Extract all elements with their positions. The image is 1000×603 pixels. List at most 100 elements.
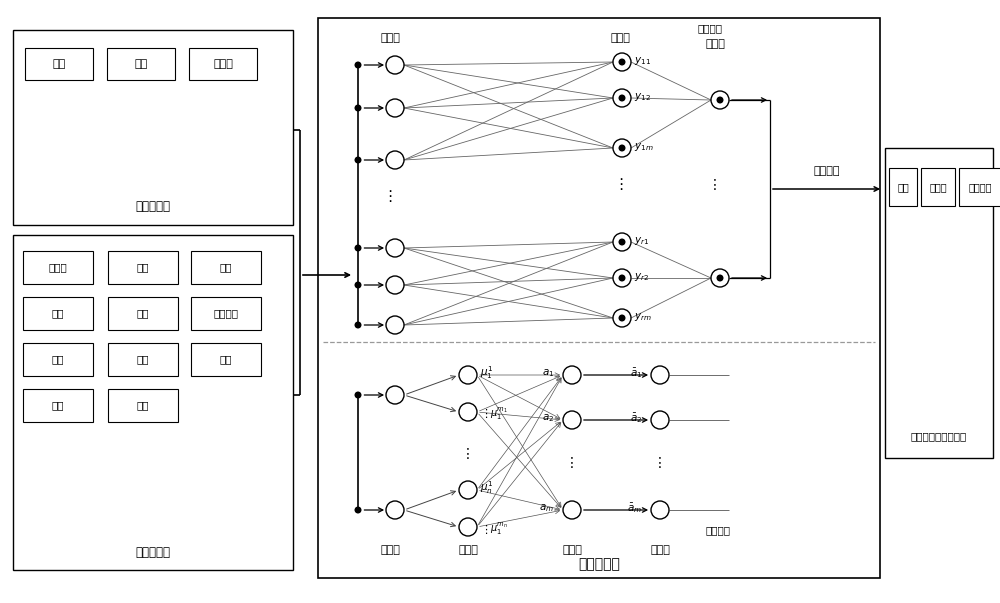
Circle shape xyxy=(386,151,404,169)
Circle shape xyxy=(563,366,581,384)
Circle shape xyxy=(613,269,631,287)
Circle shape xyxy=(618,58,626,66)
Text: $y_{r1}$: $y_{r1}$ xyxy=(634,235,649,247)
Text: 积雪: 积雪 xyxy=(220,355,232,364)
Text: $\mu_1^{m_n}$: $\mu_1^{m_n}$ xyxy=(490,521,508,537)
Text: $y_{rm}$: $y_{rm}$ xyxy=(634,311,652,323)
Text: $\mu_n^1$: $\mu_n^1$ xyxy=(480,479,493,496)
Circle shape xyxy=(459,518,477,536)
Circle shape xyxy=(613,89,631,107)
Circle shape xyxy=(386,276,404,294)
Text: $\bar{a}_1$: $\bar{a}_1$ xyxy=(630,366,642,380)
Bar xyxy=(189,48,257,80)
Circle shape xyxy=(613,139,631,157)
Bar xyxy=(107,48,175,80)
Circle shape xyxy=(651,366,669,384)
Text: 第三层: 第三层 xyxy=(562,545,582,555)
Bar xyxy=(318,18,880,578)
Text: 第一层: 第一层 xyxy=(380,33,400,43)
Circle shape xyxy=(459,366,477,384)
Text: 可变信息板信息发布: 可变信息板信息发布 xyxy=(911,431,967,441)
Bar xyxy=(191,343,261,376)
Text: ⋮: ⋮ xyxy=(461,447,475,461)
Circle shape xyxy=(386,56,404,74)
Bar xyxy=(23,251,93,284)
Text: 微气象检测: 微气象检测 xyxy=(136,546,170,558)
Circle shape xyxy=(618,315,626,321)
Text: $\mu_1^{m_1}$: $\mu_1^{m_1}$ xyxy=(490,406,508,422)
Text: $a_2$: $a_2$ xyxy=(542,412,554,424)
Text: 后件网络: 后件网络 xyxy=(698,23,722,33)
Text: 雨量: 雨量 xyxy=(137,355,149,364)
Circle shape xyxy=(563,501,581,519)
Circle shape xyxy=(354,62,362,69)
Bar xyxy=(108,389,178,422)
Text: 第二层: 第二层 xyxy=(458,545,478,555)
Circle shape xyxy=(354,104,362,112)
Text: 流量: 流量 xyxy=(134,59,148,69)
Text: $y_{1m}$: $y_{1m}$ xyxy=(634,141,654,153)
Text: ⋮: ⋮ xyxy=(565,456,579,470)
Circle shape xyxy=(618,274,626,282)
Text: $\mu_1^1$: $\mu_1^1$ xyxy=(480,365,493,382)
Text: 风向风速: 风向风速 xyxy=(214,309,239,318)
Text: $y_{11}$: $y_{11}$ xyxy=(634,55,651,67)
Text: 前件网络: 前件网络 xyxy=(706,525,730,535)
Text: 无线通信: 无线通信 xyxy=(814,166,840,176)
Circle shape xyxy=(651,501,669,519)
Circle shape xyxy=(711,269,729,287)
Text: $\vdots$: $\vdots$ xyxy=(480,523,488,535)
Text: 限速: 限速 xyxy=(897,182,909,192)
Text: $y_{12}$: $y_{12}$ xyxy=(634,91,651,103)
Bar xyxy=(108,297,178,330)
Circle shape xyxy=(386,501,404,519)
Circle shape xyxy=(386,386,404,404)
Text: ⋮: ⋮ xyxy=(653,456,667,470)
Bar xyxy=(959,168,1000,206)
Circle shape xyxy=(613,53,631,71)
Text: $a_m$: $a_m$ xyxy=(539,502,554,514)
Text: 冰冻: 冰冻 xyxy=(52,355,64,364)
Circle shape xyxy=(354,244,362,251)
Text: $\bar{a}_m$: $\bar{a}_m$ xyxy=(627,501,642,515)
Text: 车速: 车速 xyxy=(52,59,66,69)
Bar xyxy=(191,251,261,284)
Circle shape xyxy=(651,411,669,429)
Circle shape xyxy=(386,316,404,334)
Bar xyxy=(885,148,993,458)
Circle shape xyxy=(613,233,631,251)
Text: 沙尘: 沙尘 xyxy=(137,400,149,411)
Circle shape xyxy=(716,96,724,104)
Bar xyxy=(191,297,261,330)
Text: $\bar{a}_2$: $\bar{a}_2$ xyxy=(630,411,642,425)
Circle shape xyxy=(716,274,724,282)
Text: 湿度: 湿度 xyxy=(137,309,149,318)
Text: 冰雹: 冰雹 xyxy=(52,400,64,411)
Bar xyxy=(889,168,917,206)
Circle shape xyxy=(711,91,729,109)
Bar xyxy=(921,168,955,206)
Bar xyxy=(23,389,93,422)
Circle shape xyxy=(613,309,631,327)
Circle shape xyxy=(354,391,362,399)
Circle shape xyxy=(618,95,626,101)
Text: ⋮: ⋮ xyxy=(613,177,629,192)
Circle shape xyxy=(354,157,362,163)
Text: $y_{r2}$: $y_{r2}$ xyxy=(634,271,649,283)
Text: 车间距: 车间距 xyxy=(929,182,947,192)
Circle shape xyxy=(618,145,626,151)
Bar xyxy=(108,343,178,376)
Circle shape xyxy=(354,321,362,329)
Text: 控制方式: 控制方式 xyxy=(968,182,992,192)
Bar xyxy=(23,297,93,330)
Circle shape xyxy=(459,481,477,499)
Text: 能见度: 能见度 xyxy=(49,262,67,273)
Bar xyxy=(23,343,93,376)
Text: 交通控制器: 交通控制器 xyxy=(578,557,620,571)
Text: 第四层: 第四层 xyxy=(650,545,670,555)
Circle shape xyxy=(386,99,404,117)
Text: $\vdots$: $\vdots$ xyxy=(480,408,488,420)
Text: 交通流检测: 交通流检测 xyxy=(136,201,170,213)
Text: 第一层: 第一层 xyxy=(380,545,400,555)
Text: 第二层: 第二层 xyxy=(610,33,630,43)
